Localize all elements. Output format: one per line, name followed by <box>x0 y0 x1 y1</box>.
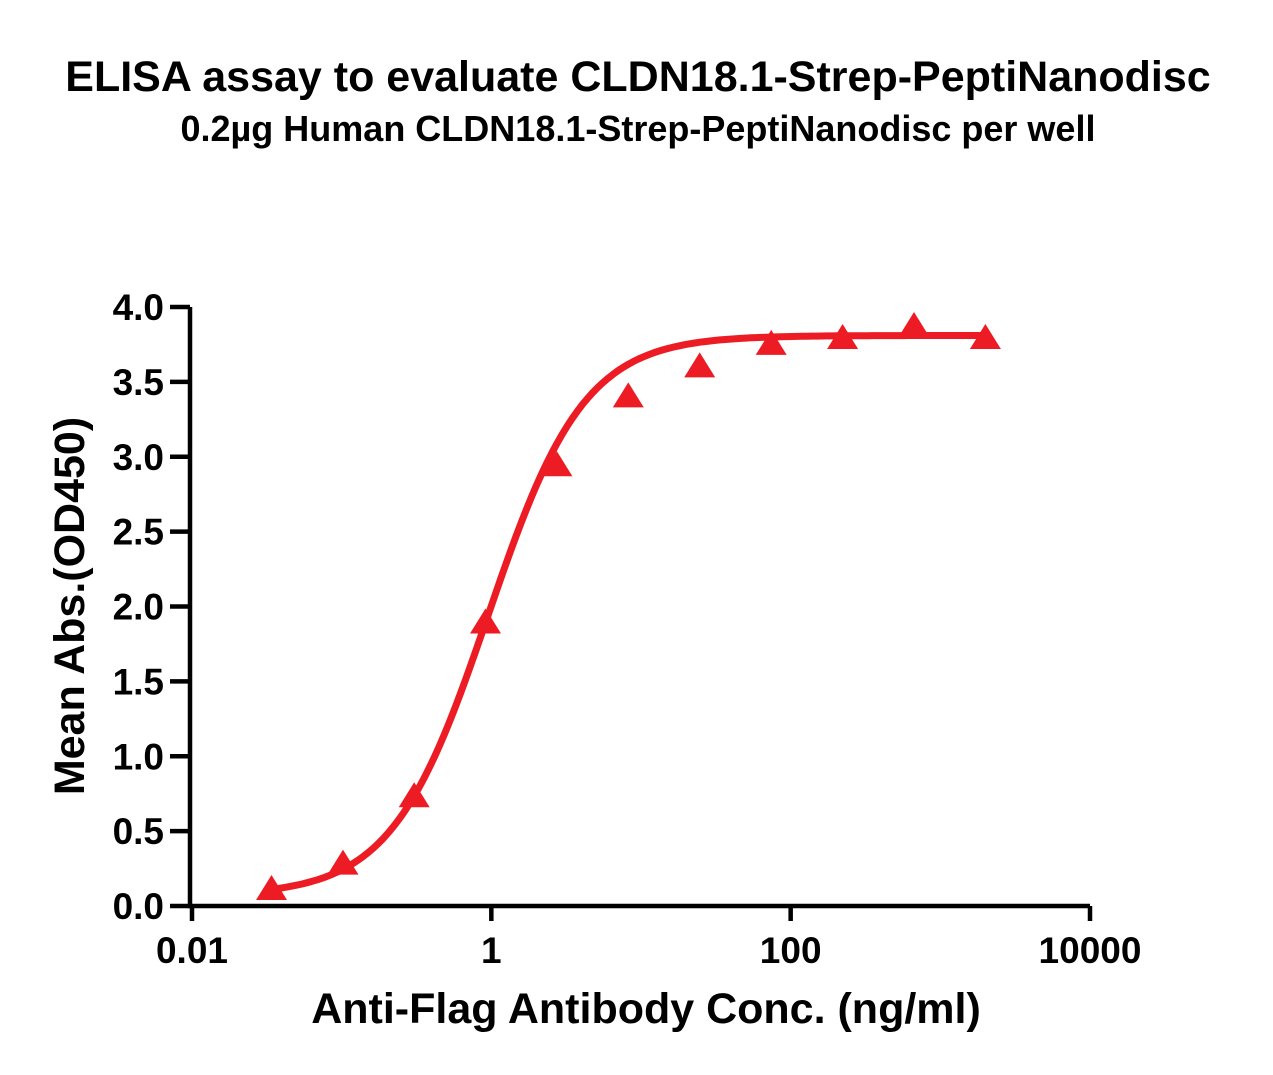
data-point-marker <box>827 324 859 349</box>
y-tick-label: 1.0 <box>113 736 164 777</box>
x-tick-label: 1 <box>481 930 502 971</box>
fit-curve <box>268 332 989 893</box>
y-axis-label: Mean Abs.(OD450) <box>46 417 94 795</box>
data-point-marker <box>541 451 573 477</box>
data-point-marker <box>398 782 430 808</box>
data-point-marker <box>470 608 501 634</box>
data-point-marker <box>612 382 644 408</box>
y-tick-label: 4.0 <box>113 287 164 328</box>
y-tick-label: 0.5 <box>113 811 164 852</box>
data-point-marker <box>684 352 716 378</box>
axis-spine <box>187 307 1090 909</box>
data-point-marker <box>969 324 1001 349</box>
x-axis-label: Anti-Flag Antibody Conc. (ng/ml) <box>311 985 981 1033</box>
data-point-marker <box>898 312 930 337</box>
y-tick-label: 3.0 <box>113 437 164 478</box>
y-tick-label: 2.0 <box>113 587 164 628</box>
axes-layer: 0.01 1 100 10000 0.0 0.5 1.0 1.5 2.0 2.5 3.0 3.5 4.0 <box>113 287 1142 971</box>
data-point-marker <box>755 329 787 355</box>
y-tick-label: 1.5 <box>113 661 164 702</box>
x-tick-label: 0.01 <box>156 930 228 971</box>
series-layer <box>256 312 1001 900</box>
y-tick-label: 3.5 <box>113 362 164 403</box>
y-tick-label: 0.0 <box>113 886 164 927</box>
chart-subtitle: 0.2µg Human CLDN18.1-Strep-PeptiNanodisc… <box>181 108 1096 149</box>
x-tick-label: 100 <box>760 930 822 971</box>
data-point-marker <box>256 875 287 900</box>
x-tick-label: 10000 <box>1039 930 1142 971</box>
y-tick-label: 2.5 <box>113 512 164 553</box>
chart-title: ELISA assay to evaluate CLDN18.1-Strep-P… <box>65 53 1210 101</box>
data-point-marker <box>327 849 359 875</box>
